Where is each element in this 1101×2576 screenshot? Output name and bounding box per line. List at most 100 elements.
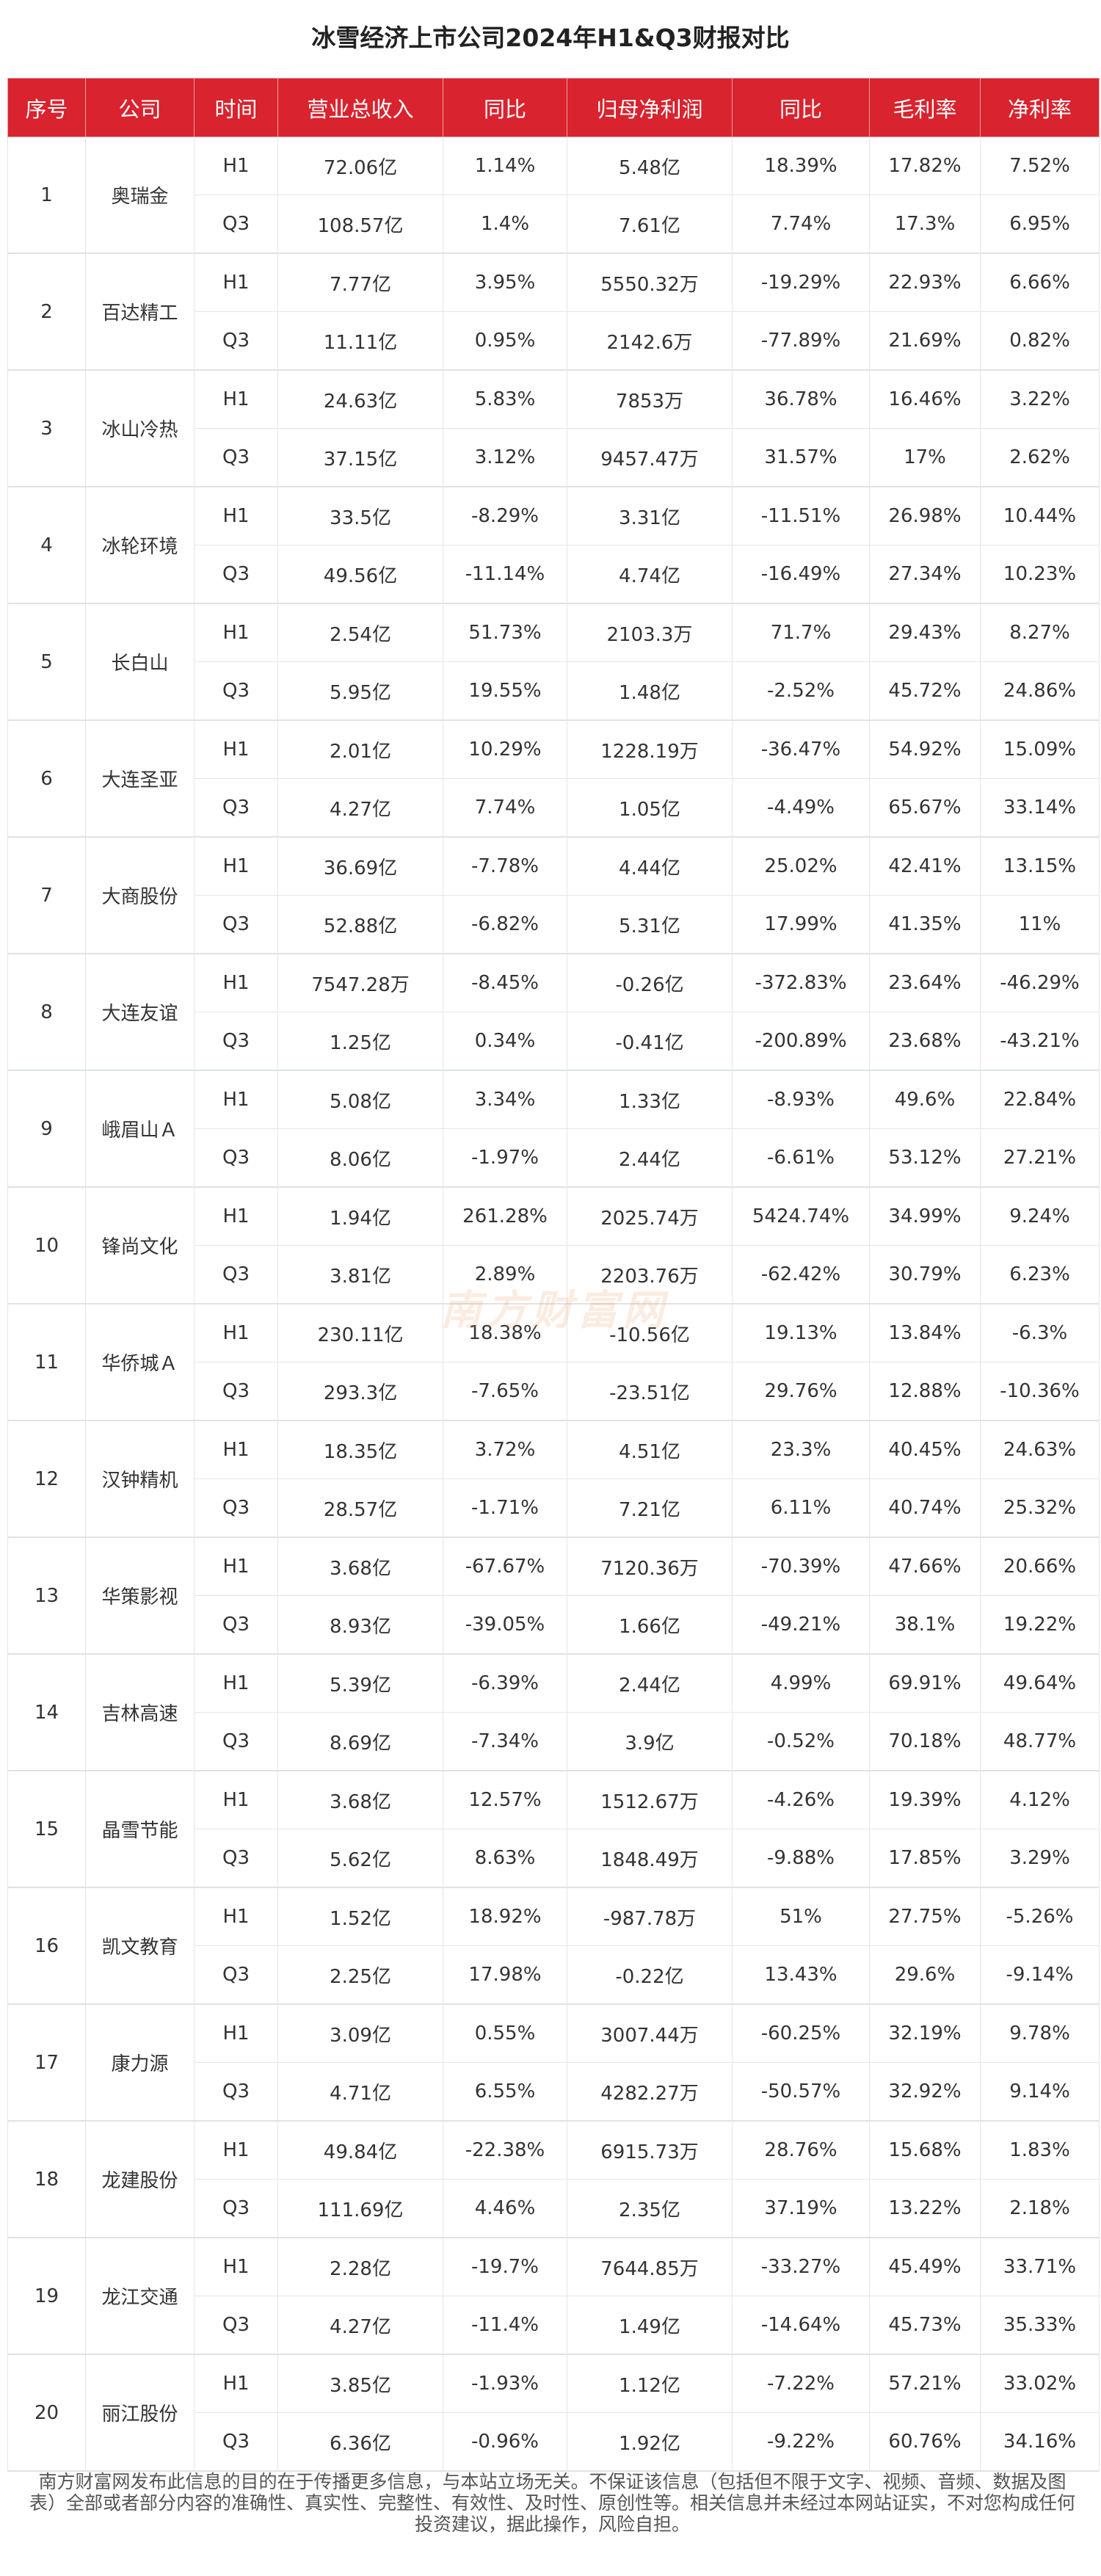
revenue-yoy-cell: 3.95% bbox=[443, 253, 567, 312]
profit-yoy-cell: -19.29% bbox=[732, 253, 870, 312]
revenue-yoy-cell: -7.34% bbox=[443, 1712, 567, 1771]
net-margin-cell: 6.95% bbox=[980, 195, 1100, 254]
net-margin-cell: 11% bbox=[980, 895, 1100, 954]
net-profit-cell: 2.35亿 bbox=[567, 2179, 733, 2238]
period-cell: Q3 bbox=[194, 1245, 278, 1305]
net-profit-cell: 2103.3万 bbox=[567, 603, 733, 662]
period-cell: H1 bbox=[194, 2003, 278, 2063]
net-profit-cell: 1.05亿 bbox=[567, 778, 733, 838]
net-margin-cell: 13.15% bbox=[980, 836, 1100, 896]
net-profit-cell: 2.44亿 bbox=[567, 1128, 733, 1188]
revenue-yoy-cell: -19.7% bbox=[443, 2237, 567, 2296]
profit-yoy-cell: -372.83% bbox=[732, 953, 870, 1012]
net-profit-cell: 3.31亿 bbox=[567, 486, 733, 545]
net-profit-cell: 5.31亿 bbox=[567, 895, 733, 954]
profit-yoy-cell: 51% bbox=[732, 1887, 870, 1946]
revenue-yoy-cell: -8.45% bbox=[443, 953, 567, 1012]
revenue-cell: 5.08亿 bbox=[277, 1070, 443, 1129]
index-cell: 18 bbox=[7, 2120, 86, 2238]
gross-margin-cell: 45.49% bbox=[869, 2237, 981, 2296]
profit-yoy-cell: 18.39% bbox=[732, 137, 870, 195]
net-profit-cell: -23.51亿 bbox=[567, 1362, 733, 1421]
net-margin-cell: 1.83% bbox=[980, 2120, 1100, 2180]
revenue-yoy-cell: -0.96% bbox=[443, 2412, 567, 2472]
net-margin-cell: 0.82% bbox=[980, 311, 1100, 371]
index-cell: 15 bbox=[7, 1770, 86, 1888]
company-cell: 晶雪节能 bbox=[85, 1770, 195, 1888]
revenue-yoy-cell: -1.93% bbox=[443, 2354, 567, 2413]
net-margin-cell: 33.14% bbox=[980, 778, 1100, 838]
net-margin-cell: 9.24% bbox=[980, 1186, 1100, 1246]
table-row: Q3 52.88亿 -6.82% 5.31亿 17.99% 41.35% 11% bbox=[8, 895, 1100, 954]
revenue-cell: 2.54亿 bbox=[277, 603, 443, 662]
revenue-yoy-cell: 0.55% bbox=[443, 2003, 567, 2063]
table-row: 9 峨眉山Ａ H1 5.08亿 3.34% 1.33亿 -8.93% 49.6% 22.84% bbox=[7, 1070, 1100, 1188]
period-cell: H1 bbox=[194, 719, 278, 779]
period-cell: Q3 bbox=[194, 778, 278, 838]
period-cell: Q3 bbox=[194, 545, 278, 604]
table-row: 12 汉钟精机 H1 18.35亿 3.72% 4.51亿 23.3% 40.45% 24.63… bbox=[7, 1420, 1100, 1538]
profit-yoy-cell: -2.52% bbox=[732, 661, 870, 721]
revenue-yoy-cell: 6.55% bbox=[443, 2062, 567, 2122]
table-row: 18 龙建股份 H1 49.84亿 -22.38% 6915.73万 28.76% 15.68… bbox=[7, 2120, 1100, 2238]
period-cell: H1 bbox=[194, 1887, 278, 1946]
table-row: Q3 4.27亿 7.74% 1.05亿 -4.49% 65.67% 33.14% bbox=[8, 778, 1100, 838]
revenue-yoy-cell: -11.4% bbox=[443, 2296, 567, 2355]
gross-margin-cell: 26.98% bbox=[869, 486, 981, 545]
company-cell: 冰山冷热 bbox=[85, 369, 195, 487]
revenue-cell: 36.69亿 bbox=[277, 836, 443, 896]
revenue-yoy-cell: 3.72% bbox=[443, 1420, 567, 1479]
revenue-cell: 33.5亿 bbox=[277, 486, 443, 545]
revenue-cell: 11.11亿 bbox=[277, 311, 443, 371]
period-cell: Q3 bbox=[194, 428, 278, 487]
revenue-yoy-cell: -7.65% bbox=[443, 1362, 567, 1421]
net-profit-cell: 6915.73万 bbox=[567, 2120, 733, 2180]
header-profit-yoy: 同比 bbox=[732, 78, 870, 137]
profit-yoy-cell: -4.26% bbox=[732, 1770, 870, 1829]
revenue-yoy-cell: -7.78% bbox=[443, 836, 567, 896]
net-profit-cell: 2142.6万 bbox=[567, 311, 733, 371]
period-cell: H1 bbox=[194, 1070, 278, 1129]
table-row: Q3 5.95亿 19.55% 1.48亿 -2.52% 45.72% 24.86% bbox=[8, 661, 1100, 721]
index-cell: 13 bbox=[7, 1536, 86, 1655]
header-revenue-yoy: 同比 bbox=[443, 78, 567, 137]
revenue-yoy-cell: -67.67% bbox=[443, 1536, 567, 1596]
gross-margin-cell: 13.84% bbox=[869, 1303, 981, 1363]
net-margin-cell: -43.21% bbox=[980, 1012, 1100, 1071]
revenue-yoy-cell: 18.38% bbox=[443, 1303, 567, 1363]
net-profit-cell: 4282.27万 bbox=[567, 2062, 733, 2122]
gross-margin-cell: 23.68% bbox=[869, 1012, 981, 1071]
net-margin-cell: 3.29% bbox=[980, 1829, 1100, 1888]
revenue-cell: 108.57亿 bbox=[277, 195, 443, 254]
gross-margin-cell: 42.41% bbox=[869, 836, 981, 896]
revenue-cell: 4.27亿 bbox=[277, 2296, 443, 2355]
net-margin-cell: 48.77% bbox=[980, 1712, 1100, 1771]
table-row: Q3 49.56亿 -11.14% 4.74亿 -16.49% 27.34% 10.23% bbox=[8, 545, 1100, 604]
net-margin-cell: -10.36% bbox=[980, 1362, 1100, 1421]
table-row: Q3 108.57亿 1.4% 7.61亿 7.74% 17.3% 6.95% bbox=[8, 195, 1100, 254]
net-margin-cell: 34.16% bbox=[980, 2412, 1100, 2472]
net-profit-cell: 5.48亿 bbox=[567, 137, 733, 195]
gross-margin-cell: 30.79% bbox=[869, 1245, 981, 1305]
net-profit-cell: -0.22亿 bbox=[567, 1945, 733, 2005]
profit-yoy-cell: -16.49% bbox=[732, 545, 870, 604]
net-margin-cell: 19.22% bbox=[980, 1595, 1100, 1655]
table-row: 20 丽江股份 H1 3.85亿 -1.93% 1.12亿 -7.22% 57.21% 33.0… bbox=[7, 2354, 1100, 2472]
table-row: 13 华策影视 H1 3.68亿 -67.67% 7120.36万 -70.39% 47.66… bbox=[7, 1536, 1100, 1655]
net-margin-cell: -9.14% bbox=[980, 1945, 1100, 2005]
gross-margin-cell: 45.73% bbox=[869, 2296, 981, 2355]
index-cell: 11 bbox=[7, 1303, 86, 1421]
profit-yoy-cell: -60.25% bbox=[732, 2003, 870, 2063]
profit-yoy-cell: -62.42% bbox=[732, 1245, 870, 1305]
table-row: 15 晶雪节能 H1 3.68亿 12.57% 1512.67万 -4.26% 19.39% 4… bbox=[7, 1770, 1100, 1888]
company-cell: 华侨城Ａ bbox=[85, 1303, 195, 1421]
header-net-margin: 净利率 bbox=[980, 78, 1100, 137]
net-profit-cell: 1.49亿 bbox=[567, 2296, 733, 2355]
revenue-cell: 49.56亿 bbox=[277, 545, 443, 604]
profit-yoy-cell: -36.47% bbox=[732, 719, 870, 779]
revenue-cell: 5.39亿 bbox=[277, 1653, 443, 1713]
period-cell: H1 bbox=[194, 137, 278, 195]
profit-yoy-cell: -9.22% bbox=[732, 2412, 870, 2472]
revenue-cell: 72.06亿 bbox=[277, 137, 443, 195]
revenue-yoy-cell: -6.82% bbox=[443, 895, 567, 954]
